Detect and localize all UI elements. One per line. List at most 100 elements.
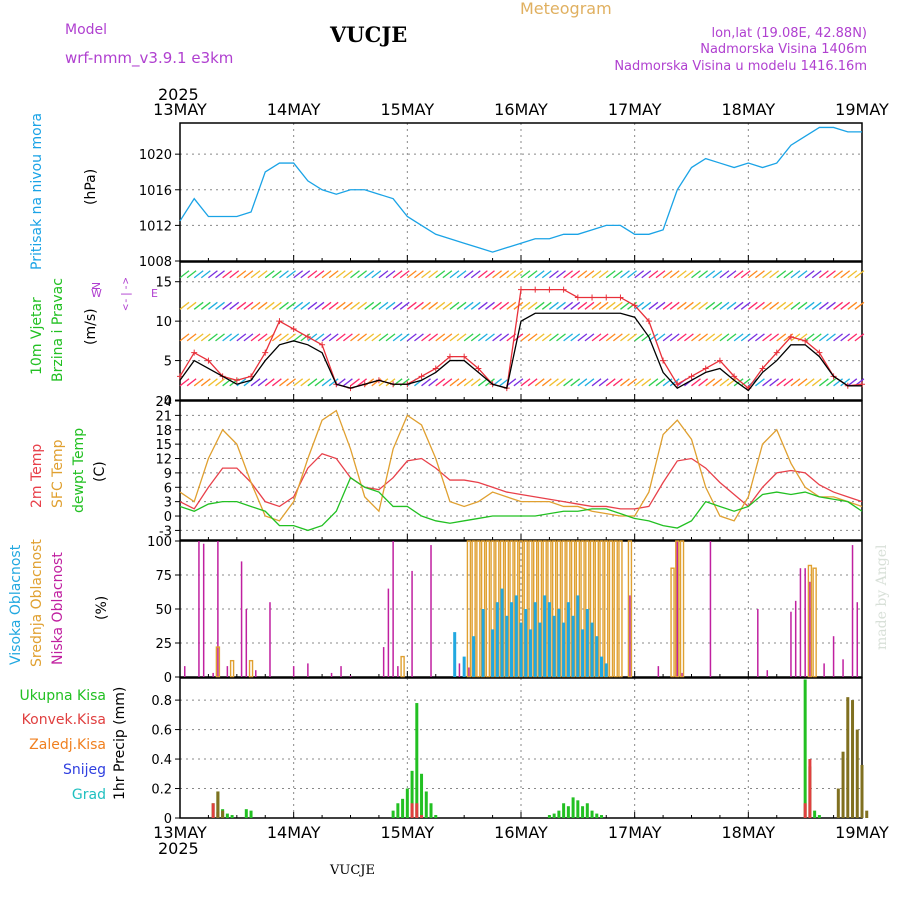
wind-barb [236,270,247,279]
wind-barb [847,270,858,279]
precip-bar-ukupna-kisa [571,797,575,818]
wind-barb [591,270,602,279]
station-title: VUCJE [329,22,407,47]
wind-barb [556,270,566,279]
cloud-low-bar [676,541,679,677]
wind-barb [208,301,218,310]
wind-barb [826,270,836,279]
cloud-high-bar [581,629,585,677]
cloud-low-bar [709,541,712,677]
wind-barb [762,301,772,310]
wind-barb [421,301,431,310]
wind-barb [641,333,652,342]
wind-barb [286,301,296,310]
y-tick-label: 9 [164,467,172,482]
gust-marker [446,353,453,360]
wind-title-2: Brzina i Pravac [50,278,66,382]
gust-marker [787,333,794,340]
wind-barb [733,378,744,387]
wind-barb [854,333,865,342]
wind-barb [328,333,339,342]
precip-bar-konvek-kisa [420,815,424,818]
bottom-day-label: 16MAY [494,823,548,842]
gust-marker [319,341,326,348]
wind-panel: 0 5 10 15 [155,261,865,409]
wind-barb [726,333,737,342]
wind-barb [186,270,197,279]
top-day-label: 16MAY [494,100,548,119]
wind-barb [236,301,247,310]
precip-bar-zaledj-kisa [841,751,845,818]
wind-barb [463,270,474,279]
wind-barb [691,270,701,279]
wind-barb [449,378,460,387]
wind-barb [470,301,481,310]
wind-barb [598,301,609,310]
cloud-low-bar [681,672,683,677]
wind-barb [605,378,616,387]
top-day-label: 14MAY [267,100,321,119]
meteogram-label: Meteogram [520,0,612,18]
legend-hail: Grad [72,787,106,803]
wind-barb [371,270,382,279]
wind-barb [208,270,218,279]
precip-bar-ukupna-kisa [396,803,400,818]
wind-barb [222,270,233,279]
wind-barb [641,378,652,387]
wind-barb [485,270,495,279]
wind-barb [435,378,446,387]
wind-barb [243,301,254,310]
wind-barb [300,378,311,387]
wind-barb [584,301,595,310]
wind-barb [314,378,325,387]
cloud-low-bar [757,609,759,677]
wind-barb [357,378,368,387]
wind-barb [335,301,346,310]
precip-bar-zaledj-kisa [851,700,855,818]
wind-barb [470,378,481,387]
wind-barb [208,378,218,387]
wind-barb [683,301,694,310]
precip-bar-zaledj-kisa [836,788,840,818]
wind-barb [193,378,204,387]
wind-barb [414,301,424,310]
wind-barb [584,270,595,279]
wind-barb [271,333,282,342]
precip-bar-ukupna-kisa [595,813,599,818]
pressure-units: (hPa) [83,169,99,205]
cloud-high-bar [595,636,599,677]
wind-barb [193,301,204,310]
wind-barb [577,301,588,310]
cloud-low-bar [198,541,200,677]
precip-bar-konvek-kisa [415,803,419,818]
cloud-low-bar [397,666,399,677]
cloud-panel: 0 25 50 75 100 [147,535,863,686]
precip-bar-zaledj-kisa [865,810,869,818]
wind-barb [612,333,623,342]
precip-frame [179,677,863,819]
pressure-panel: 1008 1012 1016 1020 [139,122,863,270]
wind-barb [477,270,488,279]
wind-barb [350,270,360,279]
wind-barb [712,378,723,387]
cloud-high-bar [533,602,537,677]
footer-station: VUCJE [329,863,375,878]
wind-barb [577,270,588,279]
cloud-low-bar [226,666,229,677]
cloud-low-bar [349,675,352,677]
legend-conv-rain: Konvek.Kisa [22,712,106,728]
wind-barb [740,301,751,310]
wind-barb [705,270,716,279]
wind-barb [833,333,843,342]
y-tick-label: 25 [155,637,172,652]
wind-barb [570,301,581,310]
gust-marker [574,294,581,301]
wind-barb [683,333,694,342]
wind-barb [549,301,559,310]
cloud-low-title: Niska Oblacnost [50,552,66,665]
y-tick-label: 21 [155,409,172,424]
wind-barb [570,378,581,387]
wind-barb [747,333,758,342]
precip-bar-ukupna-kisa [552,813,556,818]
wind-barb [563,270,574,279]
